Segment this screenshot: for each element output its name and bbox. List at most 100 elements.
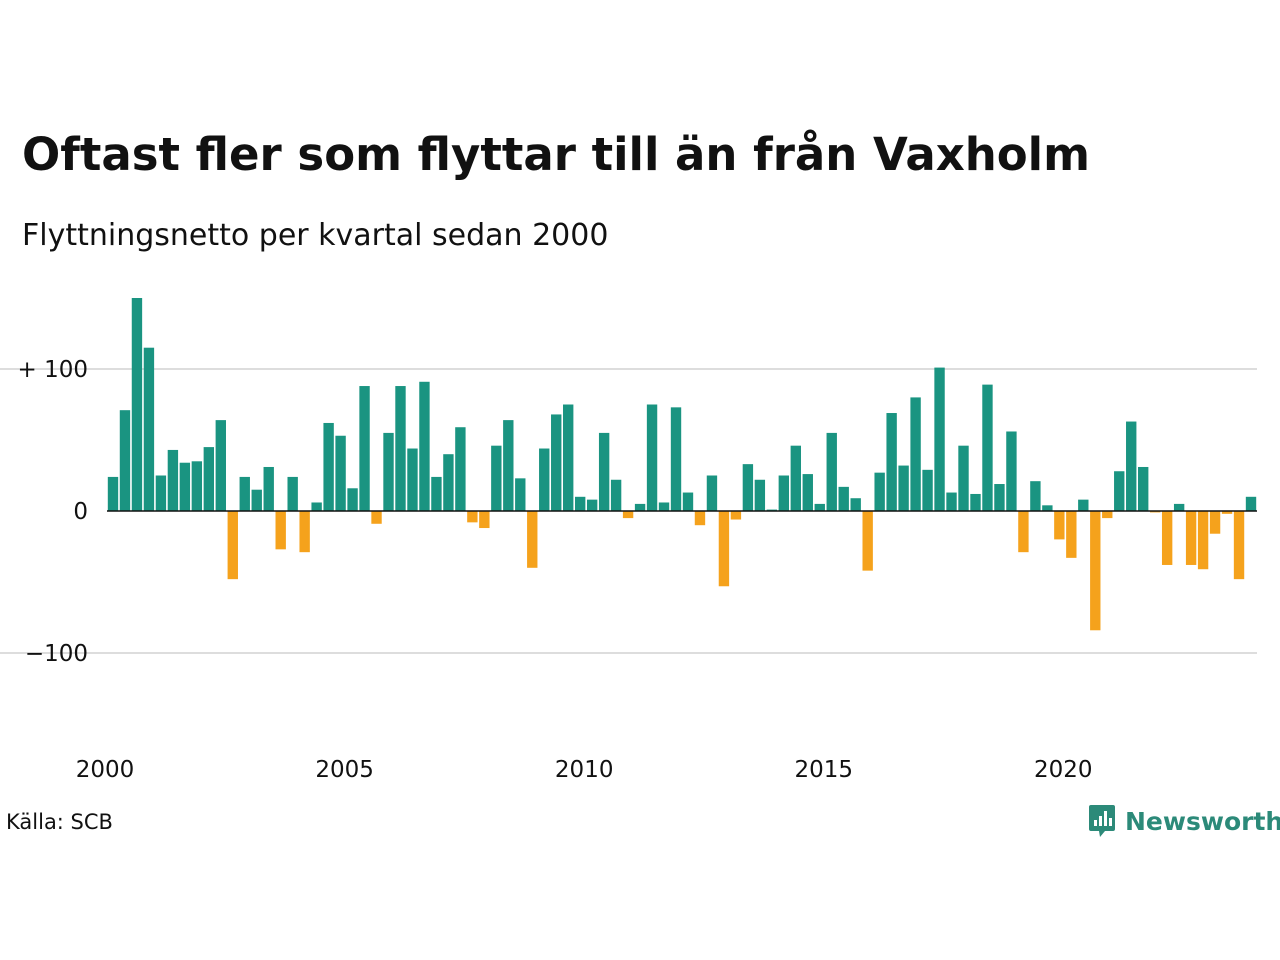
bar bbox=[299, 511, 310, 553]
chart-title: Oftast fler som flyttar till än från Vax… bbox=[22, 128, 1090, 181]
bar bbox=[287, 476, 298, 511]
chart-subtitle: Flyttningsnetto per kvartal sedan 2000 bbox=[22, 218, 609, 253]
bar bbox=[1138, 466, 1149, 511]
bar bbox=[838, 486, 849, 511]
bar bbox=[527, 511, 538, 568]
bar bbox=[586, 499, 598, 511]
bar bbox=[551, 414, 562, 511]
bar bbox=[730, 511, 742, 520]
bar bbox=[479, 511, 490, 529]
bar bbox=[1233, 511, 1245, 580]
y-tick-label: 0 bbox=[73, 499, 88, 525]
bar bbox=[155, 475, 167, 511]
bar bbox=[1161, 511, 1173, 565]
bar bbox=[706, 475, 718, 511]
bar bbox=[754, 479, 766, 511]
bar bbox=[131, 298, 143, 511]
bar bbox=[167, 449, 179, 511]
bar bbox=[814, 503, 825, 511]
x-axis-labels: 2000 2005 2010 2015 2020 bbox=[76, 757, 1093, 783]
bar bbox=[263, 466, 274, 511]
bar bbox=[718, 511, 730, 587]
bar bbox=[119, 410, 131, 511]
bar bbox=[227, 511, 238, 580]
bar bbox=[694, 511, 706, 526]
bar bbox=[574, 496, 586, 511]
bar bbox=[215, 420, 226, 511]
bar bbox=[1245, 496, 1257, 511]
bar bbox=[982, 384, 993, 511]
bar bbox=[910, 397, 921, 511]
bar bbox=[1090, 511, 1101, 631]
bar bbox=[1078, 499, 1089, 511]
x-tick-label: 2010 bbox=[555, 757, 614, 783]
bar bbox=[946, 492, 957, 511]
bar bbox=[1221, 511, 1233, 514]
bar bbox=[491, 445, 502, 511]
bar bbox=[826, 432, 837, 511]
bar bbox=[1030, 481, 1041, 511]
bar bbox=[958, 445, 969, 511]
brand-logo-group: Newsworthy bbox=[1088, 803, 1280, 839]
bar bbox=[359, 386, 370, 511]
bar bbox=[970, 493, 981, 511]
bar bbox=[1197, 511, 1209, 570]
bar bbox=[1209, 511, 1221, 534]
bar bbox=[191, 461, 203, 511]
bar bbox=[443, 454, 454, 511]
bar bbox=[323, 422, 334, 511]
bar bbox=[203, 447, 215, 511]
bar bbox=[622, 511, 634, 519]
bar bbox=[922, 469, 933, 511]
bar bbox=[371, 511, 382, 524]
bar bbox=[778, 475, 790, 511]
bars bbox=[107, 298, 1257, 631]
bar bbox=[251, 489, 262, 511]
bar bbox=[898, 465, 909, 511]
bar bbox=[311, 502, 322, 511]
y-tick-label: + 100 bbox=[18, 357, 88, 383]
brand-name: Newsworthy bbox=[1125, 806, 1280, 836]
bar bbox=[431, 476, 442, 511]
bar bbox=[790, 445, 801, 511]
bar bbox=[179, 462, 191, 511]
bar bbox=[503, 420, 514, 511]
bar bbox=[395, 386, 406, 511]
bar bbox=[802, 474, 813, 511]
x-tick-label: 2020 bbox=[1034, 757, 1093, 783]
bar bbox=[455, 427, 466, 511]
bar bbox=[1054, 511, 1065, 540]
bar bbox=[143, 347, 155, 511]
x-tick-label: 2005 bbox=[315, 757, 374, 783]
bar bbox=[407, 448, 418, 511]
bar bbox=[1066, 511, 1077, 558]
gridlines bbox=[0, 368, 1257, 654]
y-axis-labels: + 100 0 −100 bbox=[18, 357, 88, 667]
x-tick-label: 2000 bbox=[76, 757, 135, 783]
x-tick-label: 2015 bbox=[795, 757, 854, 783]
bar bbox=[670, 407, 682, 511]
bar bbox=[347, 488, 358, 511]
bar bbox=[335, 435, 346, 511]
bar bbox=[1114, 471, 1125, 511]
bar bbox=[610, 479, 622, 511]
bar bbox=[239, 476, 250, 511]
bar bbox=[874, 472, 885, 511]
bar bbox=[1006, 431, 1017, 511]
bar bbox=[419, 381, 430, 511]
bar bbox=[1102, 511, 1113, 519]
bar bbox=[934, 367, 945, 511]
bar bbox=[383, 432, 394, 511]
bar bbox=[1185, 511, 1197, 565]
bar bbox=[1042, 505, 1053, 511]
bar bbox=[658, 502, 670, 511]
bar bbox=[994, 484, 1005, 511]
bar bbox=[886, 413, 897, 511]
bar bbox=[563, 404, 574, 511]
bar bbox=[742, 464, 754, 511]
bar-chart: + 100 0 −100 2000 2005 2010 2015 2020 bbox=[0, 298, 1257, 783]
y-tick-label: −100 bbox=[25, 641, 88, 667]
bar bbox=[515, 478, 526, 511]
bar bbox=[467, 511, 478, 523]
newsworthy-logo-icon bbox=[1089, 805, 1115, 837]
